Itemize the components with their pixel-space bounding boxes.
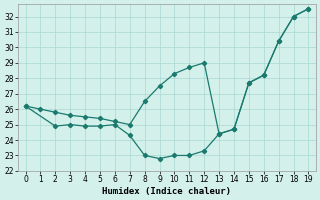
X-axis label: Humidex (Indice chaleur): Humidex (Indice chaleur) [102,187,231,196]
